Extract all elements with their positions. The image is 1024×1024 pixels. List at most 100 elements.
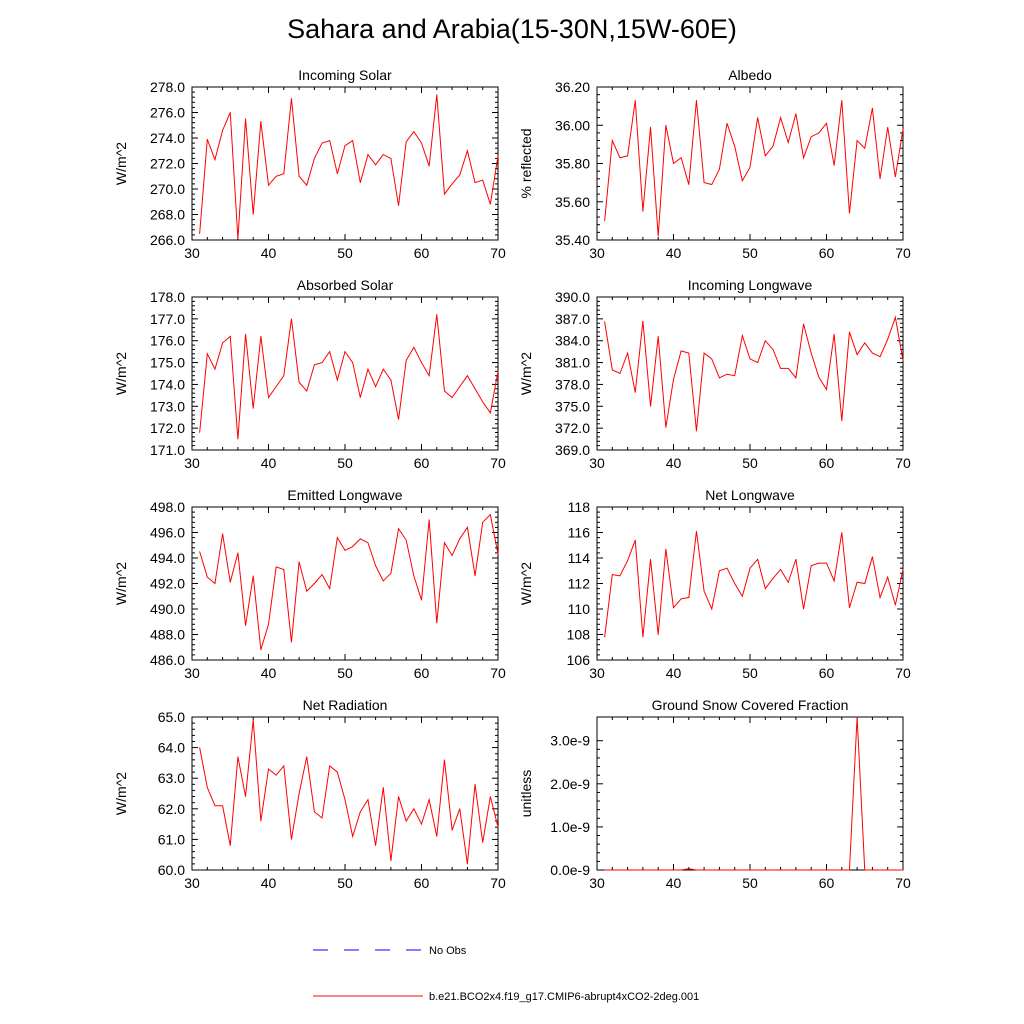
- data-point: [459, 386, 461, 388]
- data-point: [772, 349, 774, 350]
- y-axis-label: W/m^2: [113, 562, 129, 605]
- data-point: [275, 175, 277, 177]
- data-point: [436, 835, 438, 837]
- data-point: [444, 193, 445, 195]
- chart-title: Incoming Solar: [298, 67, 392, 83]
- y-tick-label: 65.0: [158, 709, 185, 725]
- chart-title: Absorbed Solar: [297, 277, 394, 293]
- y-tick-label: 486.0: [150, 652, 185, 668]
- data-point: [206, 576, 208, 578]
- data-point: [428, 519, 430, 521]
- data-point: [642, 210, 644, 212]
- x-tick-label: 50: [337, 455, 353, 471]
- data-point: [252, 575, 254, 577]
- data-point: [849, 212, 850, 214]
- y-tick-label: 106: [567, 652, 591, 668]
- x-tick-label: 60: [414, 665, 430, 681]
- data-point: [252, 214, 254, 215]
- data-point: [795, 377, 797, 379]
- data-point: [780, 569, 781, 570]
- data-point: [803, 608, 804, 610]
- data-point: [841, 869, 843, 871]
- data-point: [382, 154, 384, 155]
- y-tick-label: 3.0e-9: [550, 733, 590, 749]
- data-point: [795, 869, 797, 871]
- data-point: [321, 817, 323, 819]
- data-point: [390, 379, 392, 381]
- data-point: [619, 157, 621, 159]
- x-tick-label: 40: [666, 245, 682, 261]
- y-tick-label: 0.0e-9: [550, 862, 590, 878]
- data-point: [229, 581, 231, 583]
- data-point: [237, 238, 239, 240]
- data-point: [757, 117, 759, 118]
- y-tick-label: 375.0: [555, 398, 590, 414]
- y-tick-label: 110: [568, 601, 591, 617]
- chart-panel-2: Absorbed Solar W/m^2 30 40 50 60 70 171.0 172.0 1…: [113, 277, 506, 471]
- data-point: [642, 869, 644, 871]
- data-point: [497, 826, 499, 828]
- x-tick-label: 50: [742, 455, 758, 471]
- data-point: [206, 138, 208, 140]
- data-point: [413, 575, 415, 577]
- data-point: [787, 142, 789, 143]
- chart-panel-0: Incoming Solar W/m^2 30 40 50 60 70 266.0 268.0 2…: [113, 67, 506, 261]
- x-tick-label: 40: [666, 455, 682, 471]
- x-tick-label: 40: [666, 875, 682, 891]
- data-point: [665, 427, 667, 428]
- data-point: [764, 869, 766, 871]
- data-point: [833, 165, 835, 166]
- data-point: [856, 716, 858, 718]
- data-point: [214, 368, 216, 370]
- data-point: [482, 842, 484, 843]
- y-tick-label: 62.0: [158, 801, 185, 817]
- data-point: [787, 581, 789, 583]
- y-tick-label: 369.0: [555, 442, 590, 458]
- y-tick-label: 274.0: [150, 130, 185, 146]
- plot-frame: [596, 716, 904, 871]
- y-tick-label: 268.0: [150, 207, 185, 223]
- data-point: [902, 128, 904, 130]
- y-tick-label: 278.0: [150, 79, 185, 95]
- x-tick-label: 50: [742, 665, 758, 681]
- data-point: [298, 175, 300, 177]
- legend-label-no-obs: No Obs: [429, 945, 467, 957]
- data-point: [329, 588, 331, 589]
- data-point: [696, 430, 697, 432]
- data-point: [872, 556, 873, 558]
- data-point: [711, 358, 713, 360]
- data-point: [894, 604, 896, 606]
- data-point: [352, 546, 354, 547]
- data-point: [741, 869, 743, 871]
- data-point: [199, 233, 201, 235]
- x-tick-label: 40: [261, 245, 277, 261]
- data-point: [306, 590, 308, 592]
- data-point: [627, 352, 628, 354]
- chart-title: Emitted Longwave: [287, 487, 402, 503]
- x-tick-label: 70: [895, 455, 911, 471]
- data-point: [696, 99, 697, 101]
- data-point: [245, 118, 246, 120]
- data-point: [222, 342, 224, 344]
- plot-frame: [191, 86, 499, 241]
- data-point: [260, 335, 262, 337]
- data-point: [245, 625, 246, 626]
- data-point: [467, 863, 468, 865]
- data-point: [314, 158, 315, 159]
- data-point: [764, 340, 766, 342]
- data-point: [703, 182, 705, 184]
- data-point: [680, 350, 682, 352]
- data-point: [711, 608, 713, 610]
- data-point: [283, 569, 285, 570]
- y-tick-label: 378.0: [555, 376, 590, 392]
- data-point: [833, 580, 835, 582]
- data-point: [336, 173, 338, 175]
- y-tick-label: 2.0e-9: [550, 776, 590, 792]
- y-tick-label: 60.0: [158, 862, 185, 878]
- data-point: [214, 159, 216, 161]
- chart-title: Ground Snow Covered Fraction: [652, 697, 849, 713]
- data-point: [826, 869, 827, 871]
- data-point: [405, 141, 407, 143]
- x-tick-label: 50: [742, 245, 758, 261]
- series-line-0: [604, 315, 904, 432]
